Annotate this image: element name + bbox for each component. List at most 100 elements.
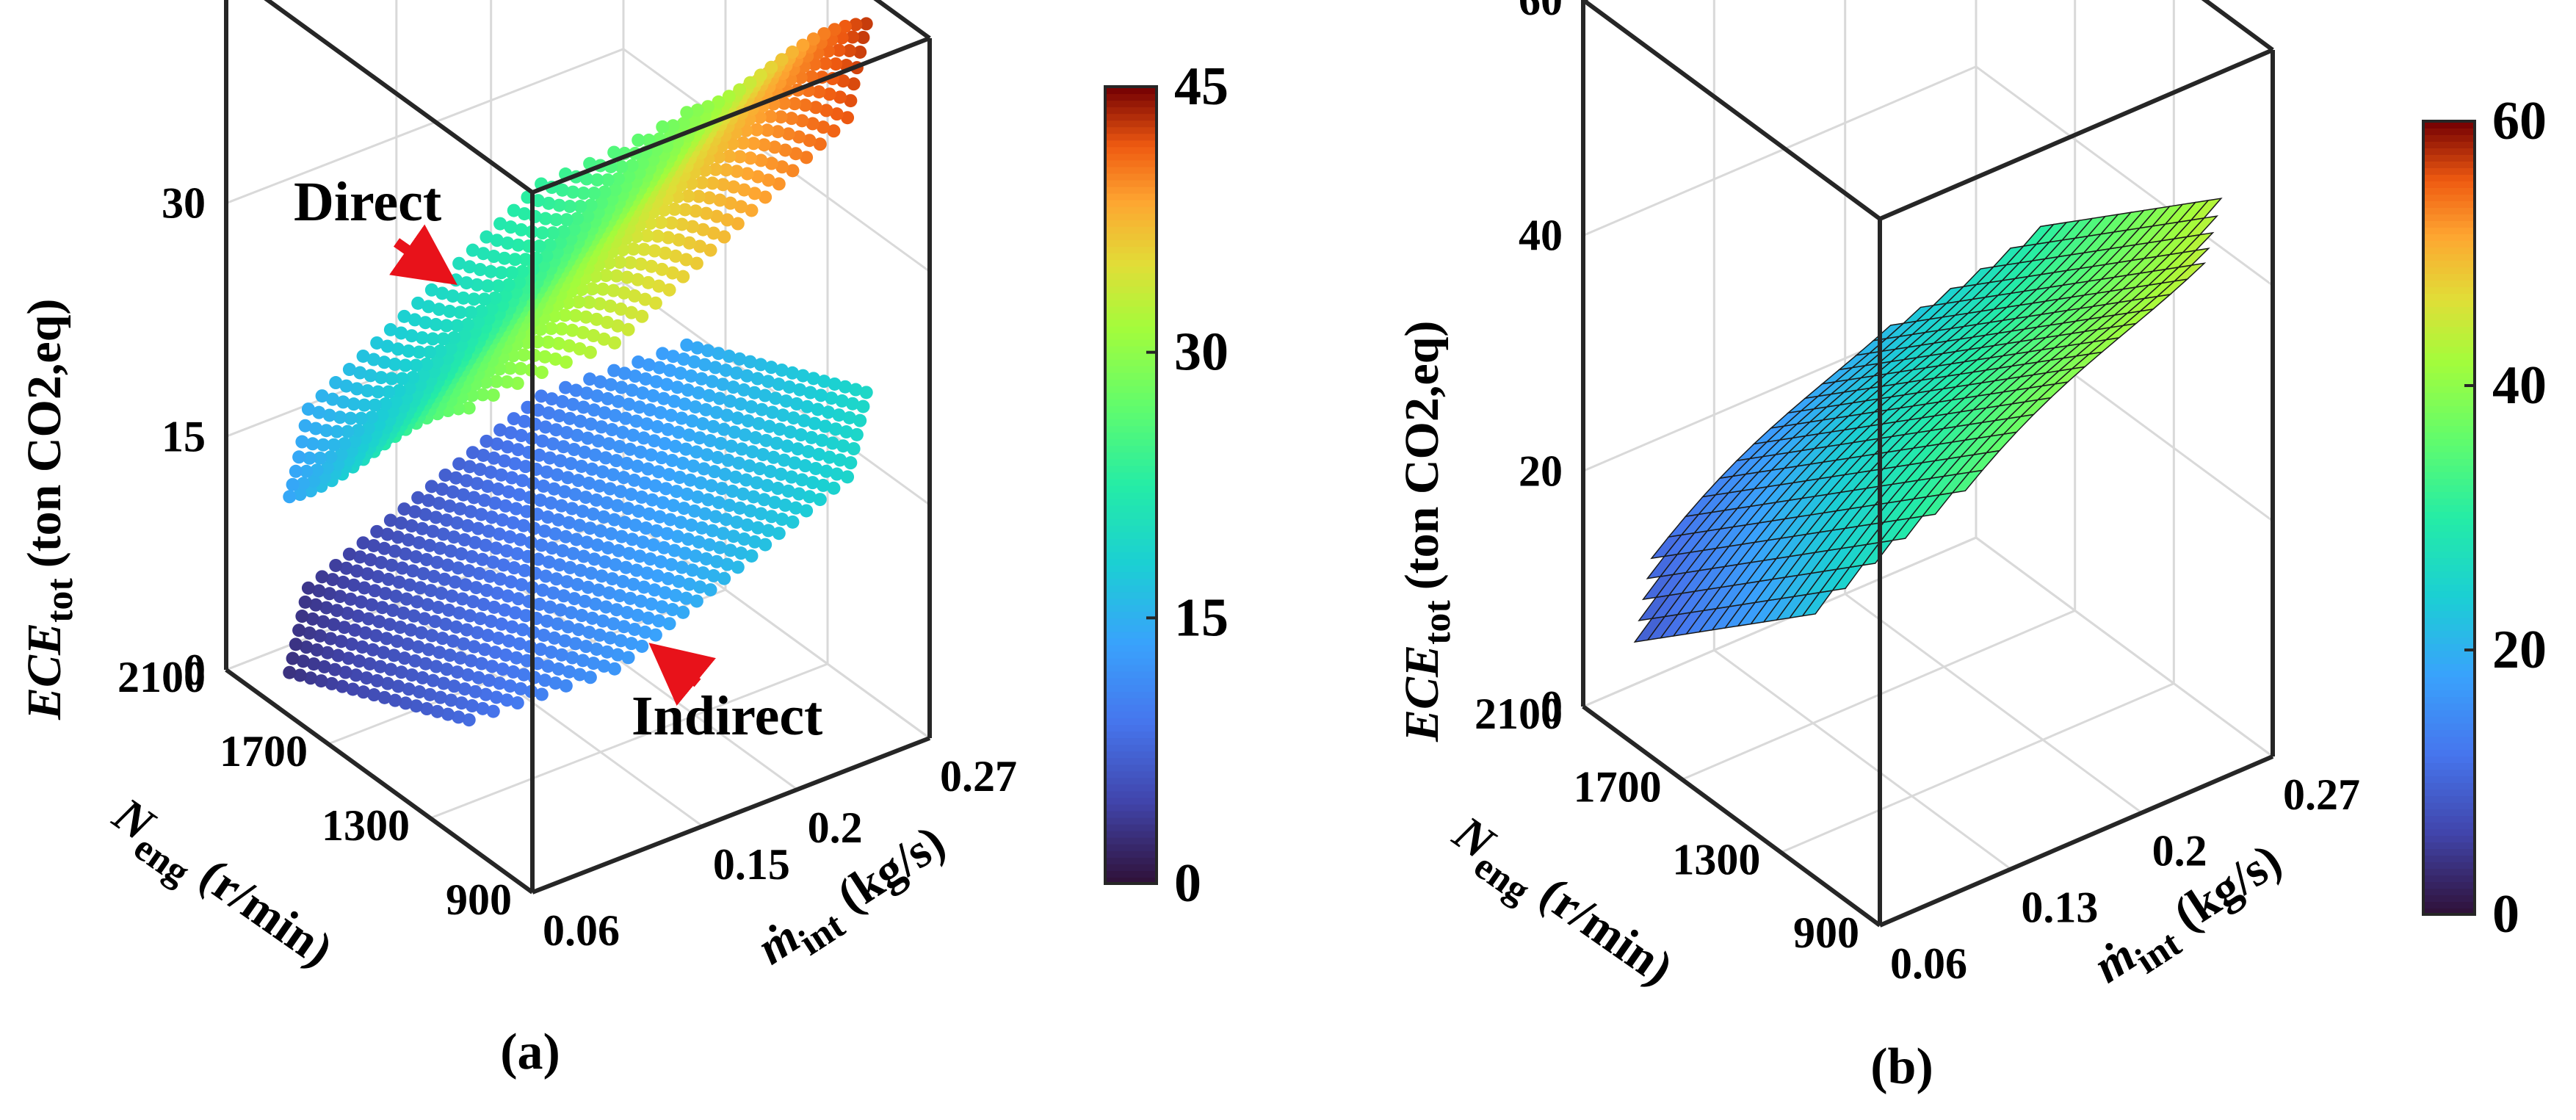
colorbar-segment bbox=[2423, 564, 2475, 571]
surface-point bbox=[786, 164, 800, 178]
surface-point bbox=[617, 471, 631, 485]
colorbar-frame bbox=[2422, 120, 2476, 916]
surface-point bbox=[351, 609, 365, 623]
surface-point bbox=[731, 560, 745, 574]
surface-point bbox=[441, 558, 455, 572]
surface-point bbox=[411, 640, 425, 654]
surface-point bbox=[435, 483, 449, 496]
surface-point bbox=[387, 648, 401, 662]
surface-point bbox=[559, 679, 573, 693]
surface-point bbox=[614, 302, 628, 316]
surface-point bbox=[457, 532, 471, 546]
surface-point bbox=[329, 376, 343, 390]
colorbar-segment bbox=[2423, 359, 2475, 366]
surface-point bbox=[457, 328, 471, 342]
surface-point bbox=[329, 558, 343, 572]
surface-point bbox=[691, 490, 705, 504]
colorbar-segment bbox=[1105, 232, 1157, 240]
surface-point bbox=[536, 583, 549, 597]
surface-point bbox=[450, 516, 464, 530]
surface-point bbox=[493, 572, 507, 586]
surface-point bbox=[733, 83, 747, 97]
surface-point bbox=[688, 400, 702, 414]
surface-point bbox=[641, 611, 655, 625]
surface-point bbox=[502, 278, 515, 292]
surface-point bbox=[667, 543, 681, 557]
surface-point bbox=[792, 487, 806, 501]
surface-point bbox=[543, 600, 557, 614]
surface-point bbox=[699, 552, 713, 566]
colorbar-segment bbox=[1105, 120, 1157, 128]
colorbar-segment bbox=[2423, 425, 2475, 433]
surface-point bbox=[433, 541, 447, 555]
surface-point bbox=[375, 408, 389, 422]
colorbar-segment bbox=[1105, 498, 1157, 506]
colorbar-segment bbox=[2423, 399, 2475, 406]
colorbar-segment bbox=[1105, 790, 1157, 798]
surface-point bbox=[414, 626, 428, 640]
surface-point bbox=[719, 513, 733, 527]
colorbar-segment bbox=[1105, 717, 1157, 725]
surface-point bbox=[402, 533, 416, 547]
colorbar-segment bbox=[1105, 179, 1157, 187]
surface-point bbox=[579, 310, 593, 324]
surface-point bbox=[808, 101, 822, 115]
surface-point bbox=[452, 606, 466, 620]
surface-point bbox=[408, 313, 422, 327]
colorbar-segment bbox=[2423, 379, 2475, 386]
surface-point bbox=[419, 657, 433, 671]
colorbar-segment bbox=[2423, 161, 2475, 168]
surface-point bbox=[372, 615, 386, 629]
surface-point bbox=[540, 249, 554, 263]
surface-point bbox=[453, 306, 467, 319]
surface-point bbox=[394, 516, 408, 530]
surface-point bbox=[556, 543, 570, 557]
surface-point bbox=[598, 555, 612, 569]
surface-point bbox=[354, 595, 368, 609]
surface-point bbox=[416, 368, 430, 382]
surface-point bbox=[409, 550, 423, 564]
surface-point bbox=[600, 315, 614, 329]
surface-point bbox=[380, 527, 394, 541]
colorbar-segment bbox=[1105, 764, 1157, 772]
colorbar-segment bbox=[2423, 445, 2475, 452]
surface-point bbox=[830, 107, 844, 121]
colorbar-segment bbox=[1105, 524, 1157, 532]
surface-point bbox=[397, 502, 411, 516]
surface-point bbox=[461, 668, 475, 682]
surface-point bbox=[305, 437, 319, 451]
colorbar-segment bbox=[2423, 624, 2475, 631]
surface-point bbox=[644, 448, 658, 462]
surface-point bbox=[640, 417, 654, 431]
colorbar-segment bbox=[1105, 697, 1157, 705]
colorbar-segment bbox=[2423, 875, 2475, 882]
surface-point bbox=[433, 646, 446, 660]
surface-point bbox=[706, 226, 720, 240]
surface-point bbox=[542, 406, 556, 420]
colorbar-segment bbox=[2423, 848, 2475, 856]
x-tick-label: 2100 bbox=[1475, 690, 1563, 738]
surface-point bbox=[508, 606, 522, 620]
surface-point bbox=[368, 398, 382, 412]
surface-point bbox=[674, 516, 688, 530]
surface-point bbox=[430, 704, 444, 718]
surface-point bbox=[676, 605, 690, 619]
surface-point bbox=[395, 561, 409, 575]
surface-point bbox=[709, 162, 723, 176]
surface-point bbox=[681, 383, 695, 397]
colorbar-segment bbox=[1105, 598, 1157, 606]
surface-point bbox=[419, 552, 433, 566]
surface-point bbox=[347, 397, 361, 411]
surface-point bbox=[501, 236, 515, 250]
surface-point bbox=[813, 493, 827, 507]
colorbar-segment bbox=[2423, 597, 2475, 604]
surface-point bbox=[690, 445, 703, 459]
surface-point bbox=[781, 127, 795, 141]
surface-point bbox=[764, 60, 778, 74]
surface-point bbox=[339, 561, 353, 575]
surface-point bbox=[555, 648, 569, 662]
surface-point bbox=[723, 543, 737, 557]
surface-point bbox=[679, 442, 693, 456]
colorbar-segment bbox=[2423, 220, 2475, 228]
surface-point bbox=[755, 402, 769, 416]
